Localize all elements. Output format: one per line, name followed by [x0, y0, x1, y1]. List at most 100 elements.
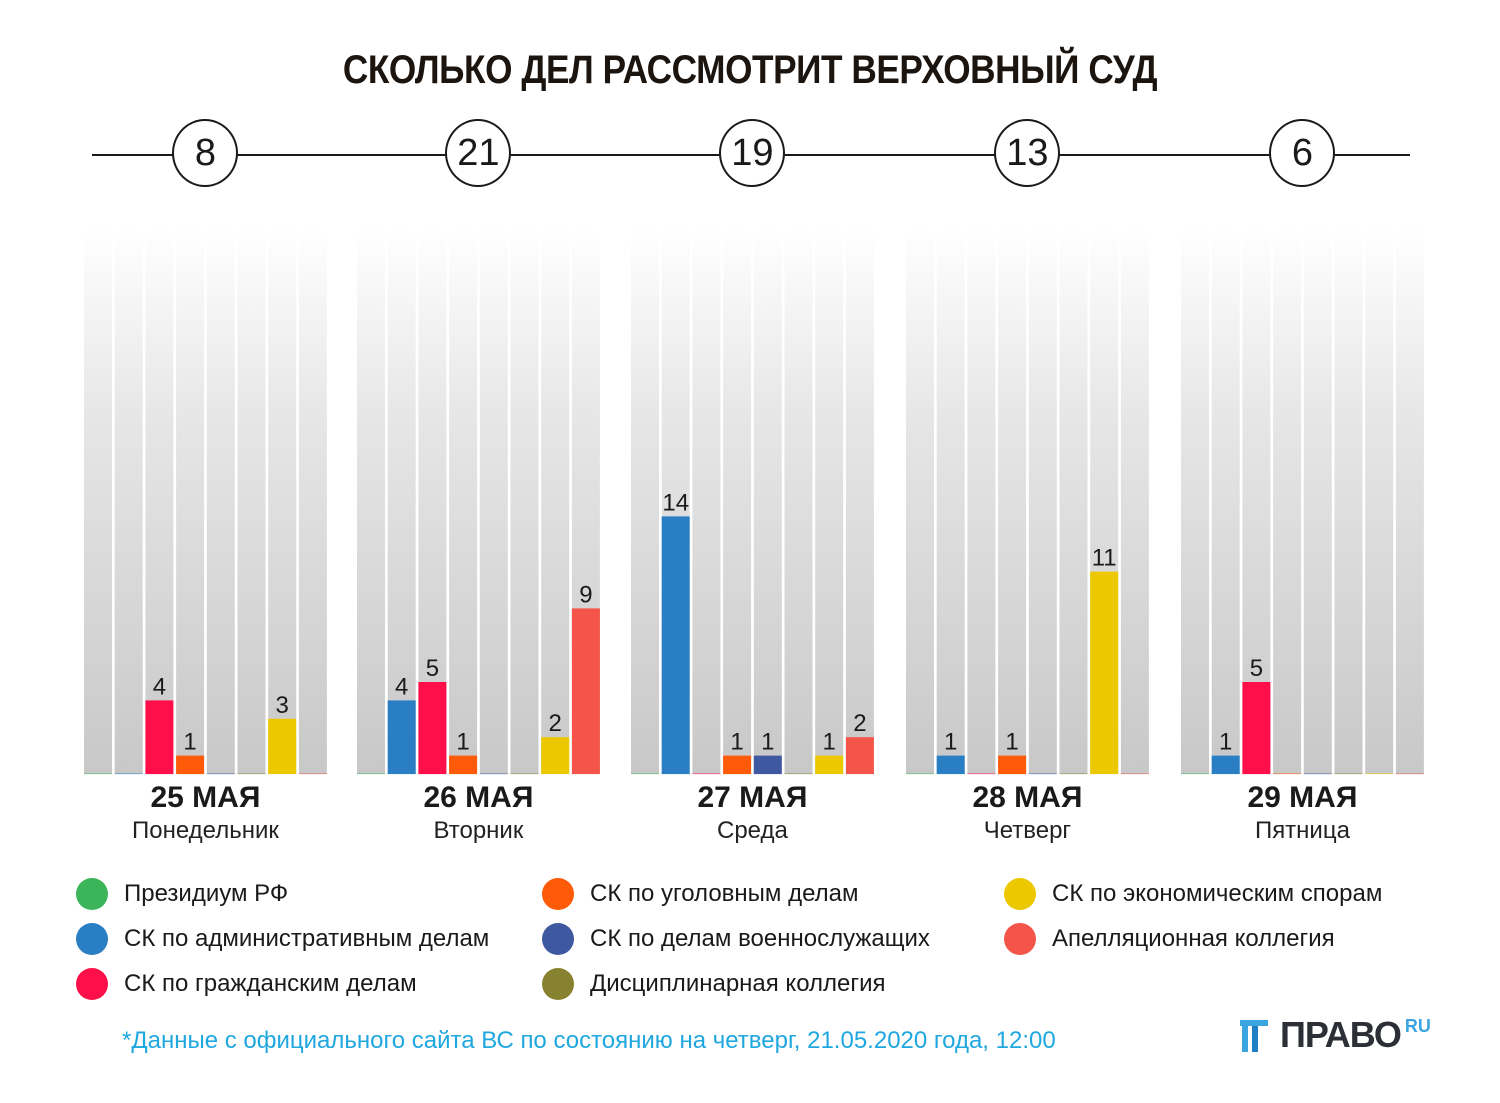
day-label: 25 МАЯ Понедельник: [75, 780, 335, 846]
column-baseline: [1303, 773, 1332, 775]
legend-dot-icon: [1004, 923, 1036, 955]
column-baseline: [906, 773, 934, 775]
column-background: [631, 228, 659, 774]
column-background: [815, 228, 844, 774]
legend-dot-icon: [76, 968, 108, 1000]
column-background: [206, 228, 235, 774]
legend-dot-icon: [76, 878, 108, 910]
legend-item: СК по экономическим спорам: [1004, 874, 1382, 914]
day-label: 26 МАЯ Вторник: [348, 780, 608, 846]
column-baseline: [967, 773, 996, 775]
legend-item: Апелляционная коллегия: [1004, 919, 1335, 959]
column-background: [541, 228, 570, 774]
column-baseline: [1120, 773, 1149, 775]
legend-label: Президиум РФ: [124, 880, 289, 907]
day-weekday: Среда: [717, 817, 788, 844]
bar: [1090, 571, 1119, 774]
bar-value-label: 4: [395, 673, 408, 700]
bar-value-label: 1: [730, 729, 743, 756]
column-background: [1273, 228, 1302, 774]
bar-value-label: 4: [153, 673, 166, 700]
bar: [661, 516, 690, 774]
day-date: 29 МАЯ: [1247, 781, 1358, 814]
pravo-ru-logo: ПРАВО RU: [1240, 1014, 1431, 1056]
column-background: [906, 228, 934, 774]
bar-value-label: 11: [1092, 545, 1117, 572]
column-background: [784, 228, 813, 774]
day-label: 29 МАЯ Пятница: [1172, 780, 1432, 846]
day-weekday: Понедельник: [131, 817, 279, 844]
column-baseline: [631, 773, 659, 775]
column-background: [1181, 228, 1209, 774]
column-background: [357, 228, 385, 774]
day-total-circle: 8: [172, 119, 239, 187]
legend-item: СК по уголовным делам: [542, 874, 859, 914]
bar: [571, 608, 600, 774]
day-weekday: Четверг: [983, 817, 1072, 844]
column-baseline: [206, 773, 235, 775]
column-baseline: [357, 773, 385, 775]
column-baseline: [1181, 773, 1209, 775]
column-baseline: [1395, 773, 1424, 775]
day-weekday: Пятница: [1254, 817, 1350, 844]
column-background: [967, 228, 996, 774]
column-background: [1303, 228, 1332, 774]
column-baseline: [1273, 773, 1302, 775]
column-background: [998, 228, 1027, 774]
day-date: 27 МАЯ: [697, 781, 808, 814]
column-baseline: [237, 773, 266, 775]
footnote: *Данные с официального сайта ВС по состо…: [122, 1027, 1056, 1054]
legend-label: СК по экономическим спорам: [1052, 880, 1383, 907]
bar-value-label: 1: [1005, 729, 1018, 756]
column-background: [479, 228, 508, 774]
bar: [145, 700, 174, 774]
column-background: [936, 228, 965, 774]
column-baseline: [1334, 773, 1363, 775]
bar-value-label: 1: [944, 729, 957, 756]
bar-value-label: 2: [549, 710, 562, 737]
column-baseline: [1028, 773, 1057, 775]
column-baseline: [692, 773, 721, 775]
bar-value-label: 1: [823, 729, 836, 756]
chart-title: СКОЛЬКО ДЕЛ РАССМОТРИТ ВЕРХОВНЫЙ СУД: [342, 48, 1158, 92]
legend-dot-icon: [542, 878, 574, 910]
column-background: [298, 228, 327, 774]
bar-value-label: 9: [579, 581, 592, 608]
bar: [449, 755, 478, 774]
bar: [936, 755, 965, 774]
day-date: 28 МАЯ: [972, 781, 1083, 814]
column-background: [387, 228, 416, 774]
column-baseline: [1365, 773, 1394, 775]
bar-value-label: 3: [276, 692, 289, 719]
day-label: 28 МАЯ Четверг: [897, 780, 1157, 846]
column-background: [1395, 228, 1424, 774]
day-total-circle: 19: [719, 119, 786, 187]
bar: [998, 755, 1027, 774]
day-date: 25 МАЯ: [150, 781, 261, 814]
bar-value-label: 1: [183, 729, 196, 756]
column-background: [510, 228, 539, 774]
column-baseline: [114, 773, 143, 775]
column-background: [84, 228, 112, 774]
legend-dot-icon: [542, 923, 574, 955]
column-background: [692, 228, 721, 774]
bar: [541, 737, 570, 774]
legend-item: Президиум РФ: [76, 874, 288, 914]
legend-dot-icon: [1004, 878, 1036, 910]
bar: [268, 718, 297, 774]
bar: [176, 755, 205, 774]
column-baseline: [479, 773, 508, 775]
bar-value-label: 5: [1250, 655, 1263, 682]
bar: [1211, 755, 1240, 774]
legend-item: СК по административным делам: [76, 919, 489, 959]
bar: [845, 737, 874, 774]
bar-value-label: 2: [853, 710, 866, 737]
day-total-circle: 21: [445, 119, 512, 187]
column-background: [176, 228, 205, 774]
day-weekday: Вторник: [433, 817, 524, 844]
column-background: [268, 228, 297, 774]
day-date: 26 МАЯ: [423, 781, 534, 814]
bar-value-label: 1: [456, 729, 469, 756]
legend-dot-icon: [542, 968, 574, 1000]
